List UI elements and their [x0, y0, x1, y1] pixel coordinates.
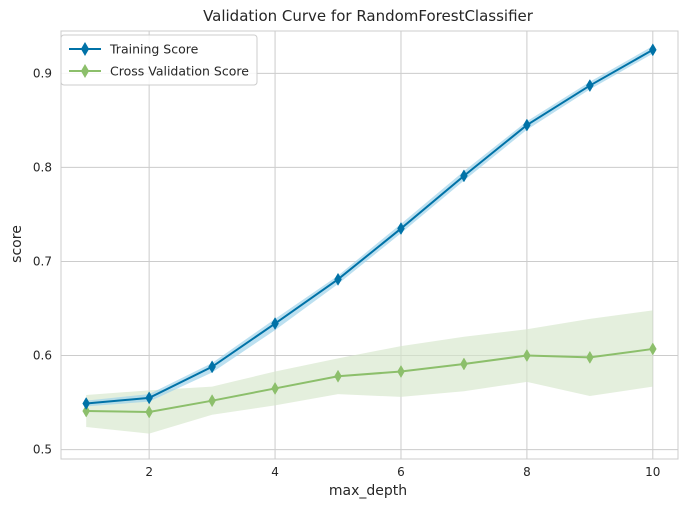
- training-score-marker: [82, 397, 90, 410]
- training-score-marker: [649, 43, 657, 57]
- legend-cv-label: Cross Validation Score: [110, 64, 249, 79]
- y-tick-label: 0.9: [33, 66, 52, 80]
- cross-validation-score-marker: [649, 342, 657, 356]
- legend-box: [60, 34, 258, 86]
- y-axis-title: score: [9, 225, 25, 263]
- training-score-marker: [271, 317, 279, 331]
- training-confidence-band: [86, 46, 653, 407]
- y-tick-label: 0.8: [33, 160, 52, 174]
- y-tick-label: 0.6: [33, 349, 52, 363]
- training-score-marker: [523, 118, 531, 132]
- x-tick-label: 4: [271, 465, 279, 479]
- cross-validation-score-marker: [460, 357, 468, 371]
- y-tick-label: 0.7: [33, 254, 52, 268]
- x-axis-title: max_depth: [329, 483, 407, 499]
- cross-validation-score-marker: [586, 350, 594, 364]
- training-score-marker: [145, 391, 153, 405]
- cross-validation-score-marker: [82, 404, 90, 418]
- y-tick-label: 0.5: [33, 443, 52, 457]
- x-tick-label: 10: [645, 465, 660, 479]
- x-tick-labels: 2 4 6 8 10: [145, 465, 660, 479]
- series-markers: [82, 43, 657, 419]
- x-tick-label: 2: [145, 465, 153, 479]
- training-score-marker: [586, 79, 594, 93]
- chart-title: Validation Curve for RandomForestClassif…: [203, 7, 534, 25]
- x-tick-label: 6: [397, 465, 405, 479]
- legend-training-label: Training Score: [109, 42, 199, 57]
- training-score-marker: [460, 169, 468, 183]
- plot-area-frame: [60, 30, 679, 460]
- cross-validation-score-line: [86, 347, 653, 413]
- legend: Training Score Cross Validation Score: [60, 34, 258, 86]
- legend-entry-cross-validation: Cross Validation Score: [69, 64, 249, 79]
- training-score-marker: [208, 360, 216, 374]
- series-lines: [86, 48, 654, 413]
- legend-training-marker: [80, 42, 90, 56]
- cross-validation-score-marker: [523, 349, 531, 363]
- training-score-line: [86, 48, 654, 405]
- cross-validation-score-marker: [208, 394, 216, 408]
- legend-cv-marker: [80, 64, 90, 78]
- cross-validation-score-marker: [334, 369, 342, 383]
- legend-entry-training: Training Score: [69, 42, 199, 57]
- cross-validation-score-marker: [145, 405, 153, 419]
- y-tick-labels: 0.5 0.6 0.7 0.8 0.9: [33, 66, 52, 456]
- confidence-bands: [86, 46, 653, 434]
- cross-validation-score-marker: [271, 381, 279, 395]
- training-score-marker: [397, 222, 405, 236]
- cross-validation-score-marker: [397, 365, 405, 379]
- training-score-marker: [334, 272, 342, 286]
- x-tick-label: 8: [523, 465, 531, 479]
- cross-validation-confidence-band: [86, 310, 653, 434]
